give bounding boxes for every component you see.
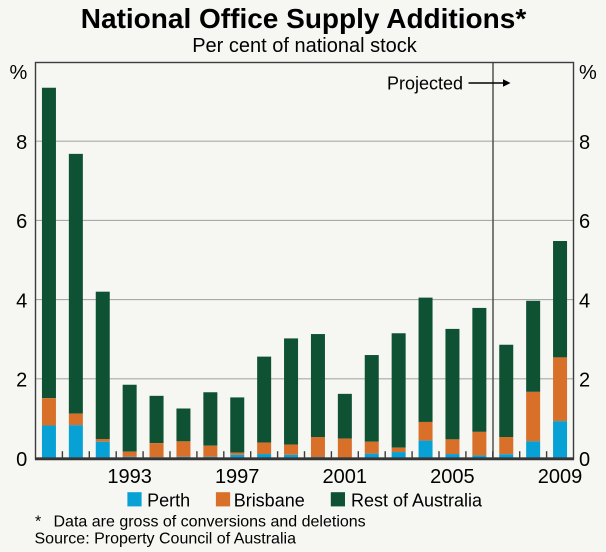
svg-text:%: %	[579, 62, 597, 84]
svg-text:Perth: Perth	[147, 490, 190, 510]
svg-text:2: 2	[579, 370, 590, 392]
svg-text:0: 0	[16, 449, 27, 471]
svg-text:2009: 2009	[538, 466, 583, 488]
svg-text:1997: 1997	[215, 466, 260, 488]
svg-text:Per cent of national stock: Per cent of national stock	[192, 35, 418, 57]
svg-text:Projected: Projected	[387, 73, 463, 93]
svg-text:Data are gross of conversions: Data are gross of conversions and deleti…	[54, 514, 366, 531]
svg-text:6: 6	[579, 211, 590, 233]
svg-text:*: *	[35, 514, 41, 531]
svg-text:National Office Supply Additio: National Office Supply Additions*	[81, 3, 527, 34]
svg-text:Rest of Australia: Rest of Australia	[351, 490, 483, 510]
svg-text:4: 4	[16, 290, 27, 312]
svg-text:8: 8	[16, 132, 27, 154]
svg-text:2: 2	[16, 370, 27, 392]
svg-text:4: 4	[579, 290, 590, 312]
svg-text:0: 0	[579, 449, 590, 471]
svg-text:Source: Property Council of Au: Source: Property Council of Australia	[35, 531, 297, 548]
svg-text:Brisbane: Brisbane	[234, 490, 305, 510]
svg-text:8: 8	[579, 132, 590, 154]
svg-text:1993: 1993	[107, 466, 152, 488]
svg-text:2005: 2005	[430, 466, 475, 488]
svg-text:6: 6	[16, 211, 27, 233]
svg-text:%: %	[10, 62, 28, 84]
svg-text:2001: 2001	[323, 466, 368, 488]
